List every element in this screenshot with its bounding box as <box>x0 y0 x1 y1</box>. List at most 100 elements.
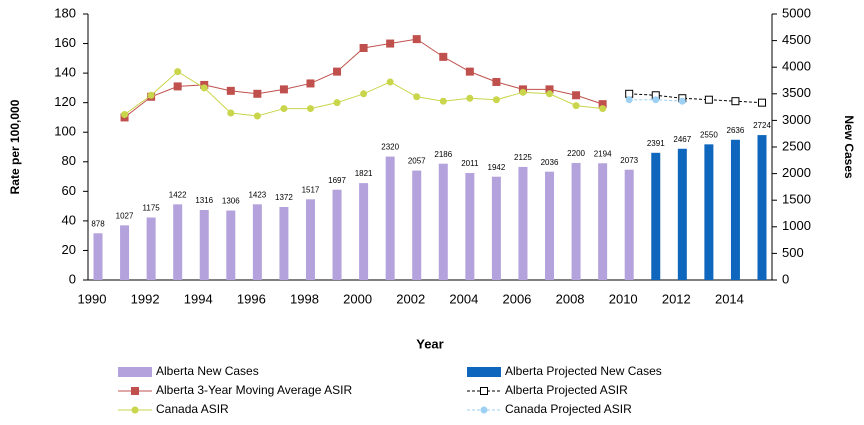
y2-tick-label: 1500 <box>782 192 811 207</box>
x-tick-label: 2000 <box>343 291 372 306</box>
marker <box>226 86 235 95</box>
bar <box>279 207 289 280</box>
marker <box>121 110 129 118</box>
marker <box>333 67 342 76</box>
marker <box>253 89 262 98</box>
marker <box>492 77 501 86</box>
data-label: 2194 <box>594 149 612 158</box>
marker <box>466 94 474 102</box>
data-label: 2467 <box>673 135 691 144</box>
x-tick-label: 1994 <box>184 291 213 306</box>
x-tick-label: 2002 <box>396 291 425 306</box>
marker <box>572 91 581 100</box>
marker <box>173 82 182 91</box>
marker <box>306 79 315 88</box>
y2-tick-label: 3000 <box>782 112 811 127</box>
marker <box>599 105 607 113</box>
y-axis-title: Rate per 100,000 <box>8 99 22 194</box>
marker <box>333 99 341 107</box>
x-tick-label: 2006 <box>502 291 531 306</box>
x-tick-label: 1990 <box>78 291 107 306</box>
bar <box>757 135 767 280</box>
bar <box>465 173 475 280</box>
x-axis-title: Year <box>416 336 443 351</box>
data-label: 2011 <box>461 159 479 168</box>
y-tick-label: 40 <box>62 212 76 227</box>
bar <box>385 156 395 280</box>
legend-label: Canada Projected ASIR <box>505 402 632 416</box>
marker <box>147 91 155 99</box>
bar <box>359 183 369 280</box>
marker <box>546 90 554 98</box>
bar <box>677 148 687 280</box>
y2-tick-label: 0 <box>782 271 789 286</box>
bar <box>518 166 528 280</box>
data-label: 1423 <box>248 190 266 199</box>
marker <box>439 97 447 105</box>
marker <box>572 102 580 110</box>
bar <box>412 170 422 280</box>
y2-tick-label: 3500 <box>782 85 811 100</box>
bar <box>545 171 555 280</box>
marker <box>519 88 527 96</box>
legend-label: Alberta Projected ASIR <box>505 383 628 397</box>
legend-swatch <box>118 367 152 377</box>
data-label: 878 <box>91 219 105 228</box>
marker <box>704 95 713 104</box>
legend-marker <box>480 387 488 395</box>
data-label: 2550 <box>700 130 718 139</box>
y2-tick-label: 1000 <box>782 218 811 233</box>
data-label: 1306 <box>222 197 240 206</box>
data-label: 1821 <box>355 169 373 178</box>
data-label: 1697 <box>328 176 346 185</box>
x-tick-label: 2012 <box>662 291 691 306</box>
y-tick-label: 180 <box>54 5 76 20</box>
y-tick-label: 140 <box>54 65 76 80</box>
bar <box>704 144 714 280</box>
data-label: 1316 <box>195 196 213 205</box>
legend-label: Canada ASIR <box>156 402 229 416</box>
line <box>629 93 763 104</box>
x-tick-label: 2004 <box>449 291 478 306</box>
bar <box>651 152 661 280</box>
data-label: 2636 <box>727 126 745 135</box>
data-label: 1942 <box>488 163 506 172</box>
data-label: 1422 <box>169 190 187 199</box>
marker <box>174 68 182 76</box>
y2-axis-title: New Cases <box>842 115 856 179</box>
bar <box>252 204 262 280</box>
marker <box>306 105 314 113</box>
bar <box>491 176 501 280</box>
marker <box>280 105 288 113</box>
y-tick-label: 20 <box>62 242 76 257</box>
bar <box>598 163 608 280</box>
x-tick-label: 1992 <box>131 291 160 306</box>
bar <box>226 210 236 280</box>
data-label: 2036 <box>541 158 559 167</box>
bar <box>173 204 183 280</box>
bar <box>730 139 740 280</box>
x-tick-label: 2014 <box>715 291 744 306</box>
data-label: 1517 <box>302 185 320 194</box>
legend-marker <box>131 387 139 395</box>
data-label: 2320 <box>381 143 399 152</box>
bar <box>120 225 130 280</box>
x-tick-label: 2010 <box>609 291 638 306</box>
data-label: 2125 <box>514 153 532 162</box>
legend-marker <box>480 406 488 414</box>
data-label: 2724 <box>753 121 771 130</box>
data-label: 2391 <box>647 139 665 148</box>
bar <box>199 209 209 280</box>
marker <box>412 35 421 44</box>
legend-swatch <box>467 367 501 377</box>
y-tick-label: 80 <box>62 153 76 168</box>
y2-tick-label: 4500 <box>782 32 811 47</box>
legend-label: Alberta Projected New Cases <box>505 364 662 378</box>
data-label: 2057 <box>408 157 426 166</box>
legend-label: Alberta 3-Year Moving Average ASIR <box>156 383 352 397</box>
marker <box>386 39 395 48</box>
y-tick-label: 0 <box>69 271 76 286</box>
marker <box>465 67 474 76</box>
marker <box>200 84 208 92</box>
